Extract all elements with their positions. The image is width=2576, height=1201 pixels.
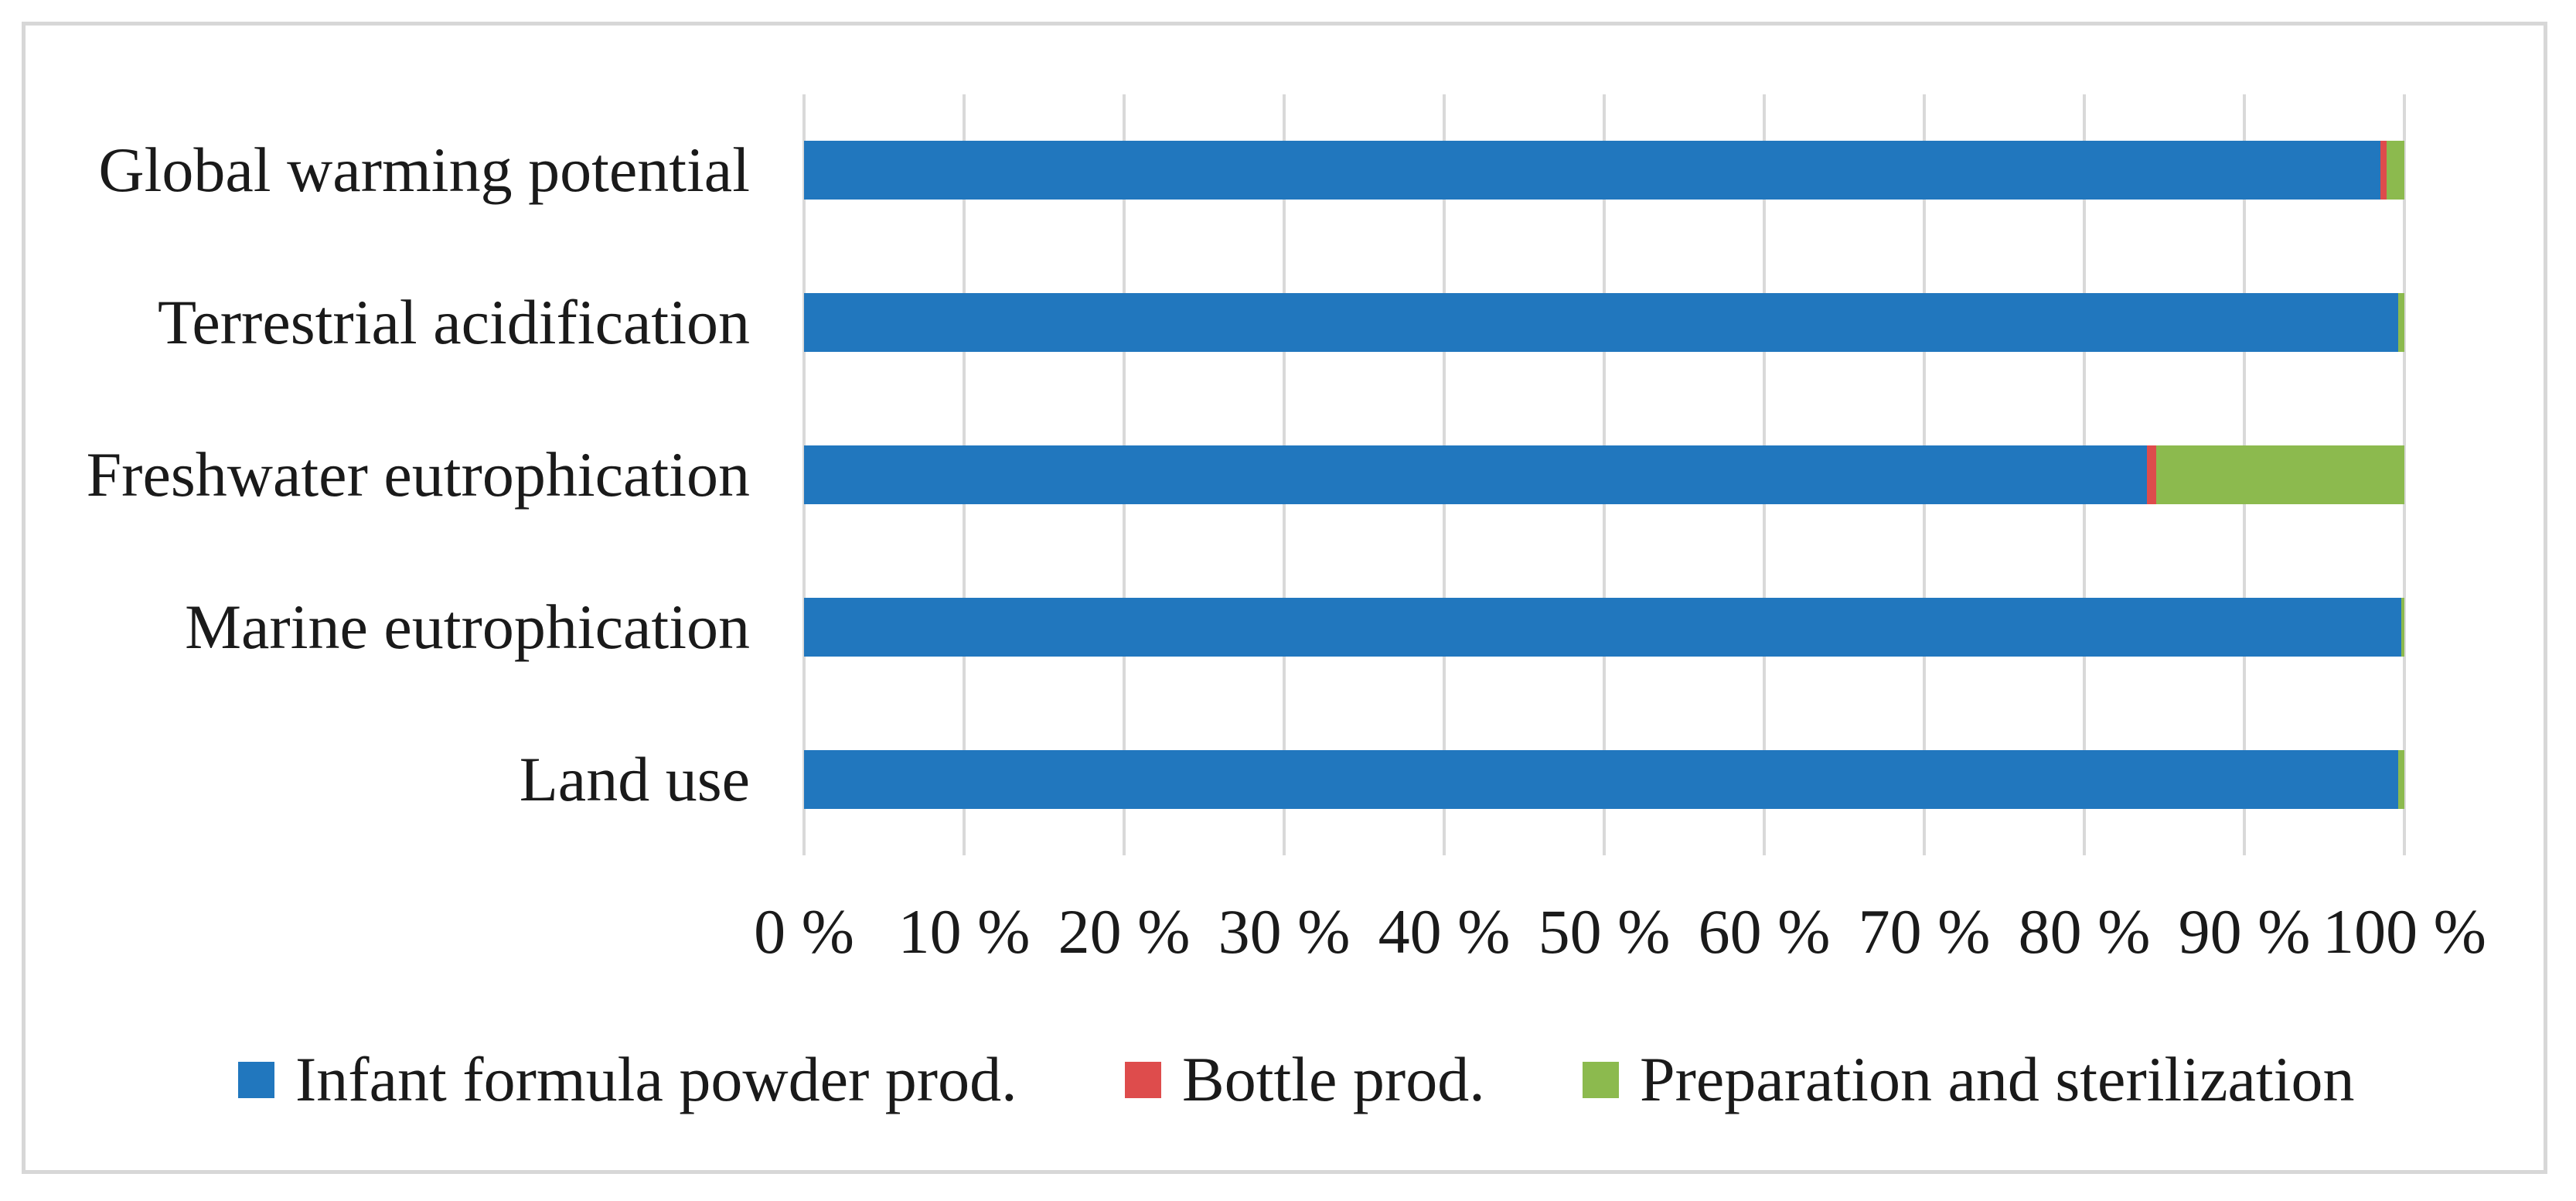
- bar-row: [804, 293, 2404, 352]
- bar-row: [804, 598, 2404, 657]
- x-axis-tick-label: 20 %: [1058, 896, 1191, 967]
- bar-segment-bottle-prod: [2146, 445, 2157, 504]
- bar-segment-infant-formula-powder-prod: [804, 141, 2380, 200]
- bar-segment-infant-formula-powder-prod: [804, 598, 2401, 657]
- x-axis-tick-label: 80 %: [2018, 896, 2151, 967]
- x-axis-tick-label: 90 %: [2178, 896, 2311, 967]
- legend-label: Preparation and sterilization: [1640, 1044, 2355, 1114]
- x-axis-tick-label: 10 %: [898, 896, 1031, 967]
- legend-item-preparation-and-sterilization: Preparation and sterilization: [1583, 1041, 2354, 1118]
- x-axis-tick-label: 100 %: [2322, 896, 2486, 967]
- category-label: Freshwater eutrophication: [86, 439, 750, 510]
- bar-segment-infant-formula-powder-prod: [804, 293, 2398, 352]
- bar-segment-preparation-and-sterilization: [2156, 445, 2404, 504]
- x-axis-tick-label: 50 %: [1538, 896, 1671, 967]
- bar-segment-preparation-and-sterilization: [2397, 293, 2404, 352]
- bar-segment-preparation-and-sterilization: [2401, 598, 2404, 657]
- x-axis-tick-label: 40 %: [1378, 896, 1511, 967]
- legend-item-bottle-prod: Bottle prod.: [1125, 1041, 1485, 1118]
- bar-segment-bottle-prod: [2380, 141, 2387, 200]
- bar-segment-preparation-and-sterilization: [2397, 750, 2404, 809]
- category-label: Marine eutrophication: [185, 592, 750, 662]
- bar-segment-infant-formula-powder-prod: [804, 750, 2398, 809]
- legend-label: Infant formula powder prod.: [295, 1044, 1017, 1114]
- legend-label: Bottle prod.: [1182, 1044, 1485, 1114]
- bar-row: [804, 445, 2404, 504]
- legend: Infant formula powder prod. Bottle prod. P…: [0, 1041, 2576, 1126]
- bar-row: [804, 750, 2404, 809]
- legend-item-infant-formula-powder-prod: Infant formula powder prod.: [238, 1041, 1017, 1118]
- category-label: Global warming potential: [98, 135, 750, 205]
- legend-swatch: [238, 1061, 274, 1098]
- legend-swatch: [1125, 1061, 1161, 1098]
- category-label: Land use: [519, 744, 750, 814]
- x-axis-tick-label: 0 %: [754, 896, 854, 967]
- gridline: [2403, 94, 2406, 855]
- legend-swatch: [1583, 1061, 1619, 1098]
- x-axis-tick-label: 30 %: [1218, 896, 1351, 967]
- x-axis-tick-label: 70 %: [1858, 896, 1991, 967]
- x-axis-tick-label: 60 %: [1698, 896, 1831, 967]
- bar-row: [804, 141, 2404, 200]
- category-label: Terrestrial acidification: [157, 287, 750, 357]
- bar-segment-infant-formula-powder-prod: [804, 445, 2147, 504]
- bar-segment-preparation-and-sterilization: [2387, 141, 2404, 200]
